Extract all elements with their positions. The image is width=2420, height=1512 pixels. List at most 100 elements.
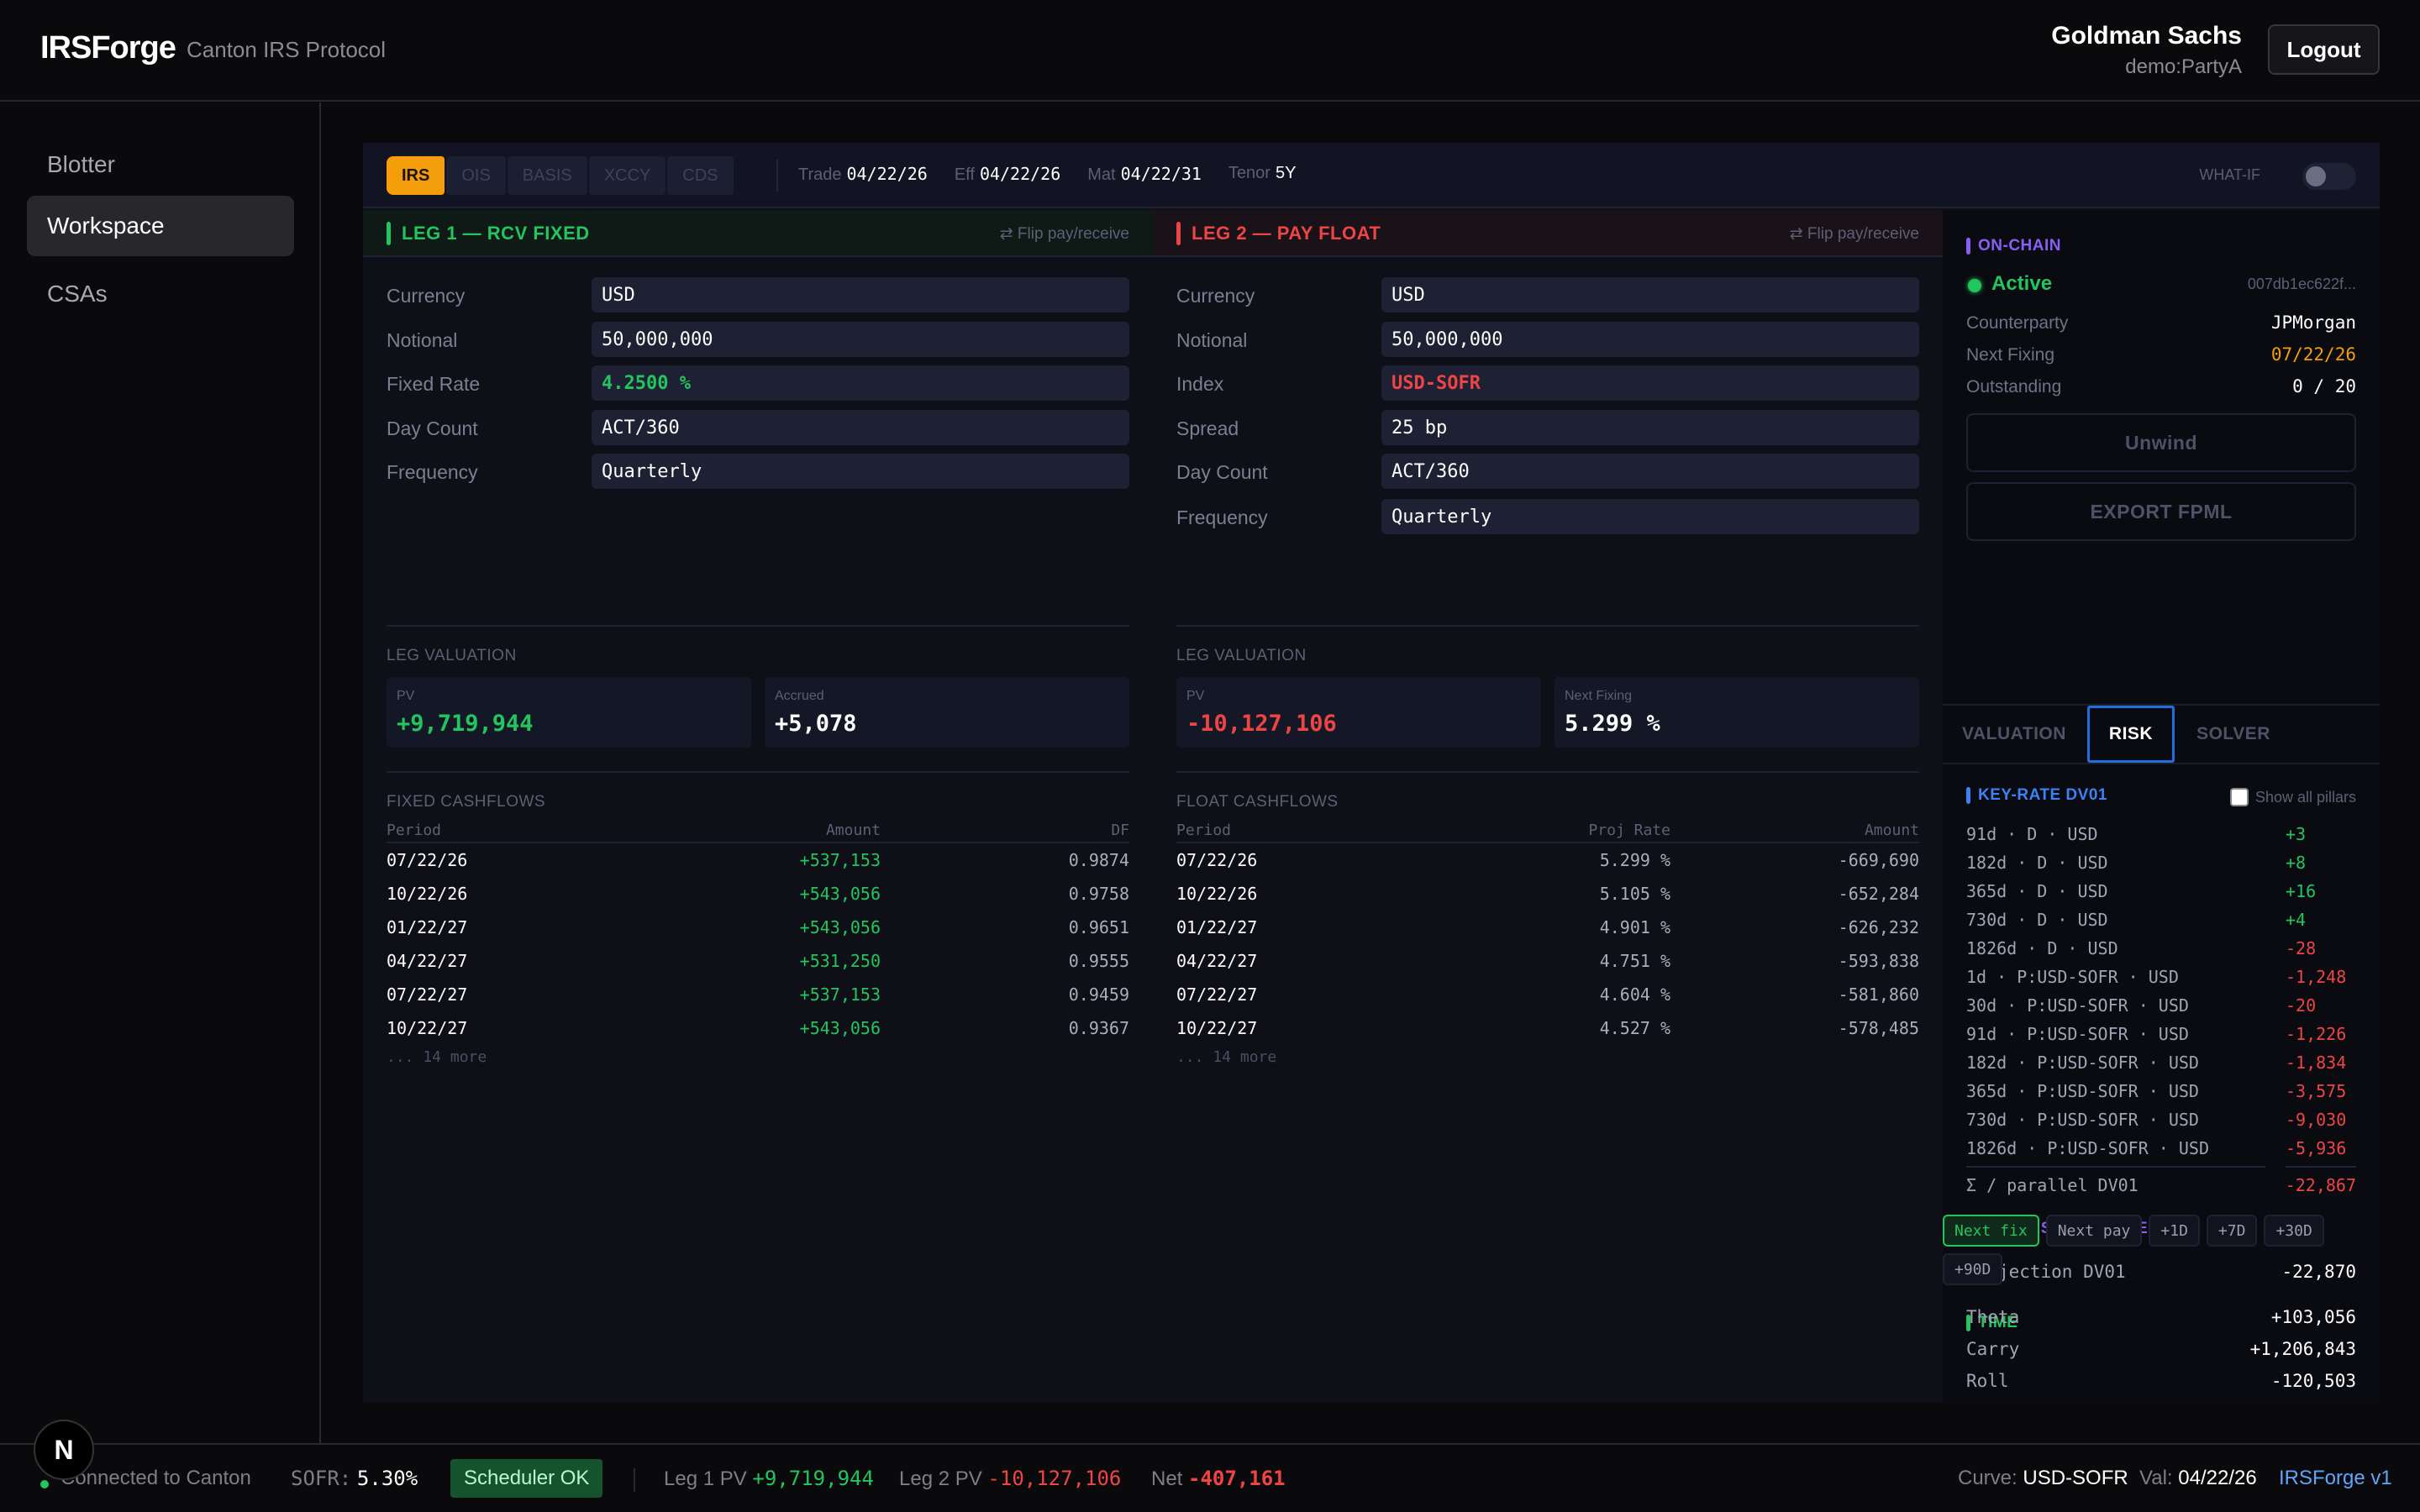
key-rate-row: 365d · P:USD-SOFR · USD -3,575 [1966,1077,2356,1105]
table-row: 10/22/26 5.105 % -652,284 [1176,877,1919,911]
nextjs-dev-badge-icon[interactable]: N [34,1420,94,1480]
notional-input[interactable]: 50,000,000 [1381,322,1919,357]
section-title-text: KEY-RATE DV01 [1978,786,2107,804]
df: 0.9758 [1068,884,1129,904]
effective-date[interactable]: Eff 04/22/26 [954,164,1061,184]
tab-ois[interactable]: OIS [446,156,506,195]
accrued-value: +5,078 [775,711,857,737]
flip-pay-receive-button[interactable]: ⇄ Flip pay/receive [999,225,1129,243]
df: 0.9651 [1068,917,1129,937]
tenor[interactable]: Tenor 5Y [1228,164,1297,182]
show-all-pillars-toggle[interactable]: Show all pillars [2229,788,2356,806]
table-row: 04/22/27 +531,250 0.9555 [387,944,1129,978]
dv01: +3 [2286,824,2307,844]
df: 0.9367 [1068,1018,1129,1038]
column-period: Period [387,822,442,839]
time-90d-button[interactable]: +90D [1943,1253,2003,1285]
sens-label: Carry [1966,1339,2020,1359]
dv01: +8 [2286,853,2307,873]
amount: +531,250 [799,951,881,971]
field-currency: Currency USD [387,277,1129,312]
checkbox[interactable] [2229,788,2249,806]
day-count-input[interactable]: ACT/360 [592,410,1129,445]
field-label: Frequency [1176,507,1268,528]
trade-workspace-panel: IRS OIS BASIS XCCY CDS Trade 04/22/26 Eff… [363,143,2380,1403]
checkbox-label: Show all pillars [2254,788,2356,806]
val-date: 04/22/26 [2178,1467,2257,1489]
tab-cds[interactable]: CDS [667,156,734,195]
field-currency: Currency USD [1176,277,1919,312]
version-link[interactable]: IRSForge v1 [2279,1467,2392,1489]
notional-input[interactable]: 50,000,000 [592,322,1129,357]
field-label: Spread [1176,417,1239,439]
maturity-date[interactable]: Mat 04/22/31 [1087,164,1202,184]
df: 0.9874 [1068,850,1129,870]
proj-rate: 4.604 % [1599,984,1670,1005]
tab-basis[interactable]: BASIS [507,156,587,195]
dv01: -28 [2286,938,2317,958]
currency-input[interactable]: USD [592,277,1129,312]
section-bar [1966,238,1970,255]
amount: +543,056 [799,1018,881,1038]
period: 01/22/27 [387,917,468,937]
trade-date[interactable]: Trade 04/22/26 [798,164,928,184]
sidebar-item-workspace[interactable]: Workspace [27,196,294,256]
df: 0.9555 [1068,951,1129,971]
fixed-rate-input[interactable]: 4.2500 % [592,365,1129,401]
field-label: Notional [387,329,458,351]
key-rate-total-row: Σ / parallel DV01 -22,867 [1966,1171,2356,1200]
tab-solver[interactable]: SOLVER [2196,724,2270,743]
tab-irs[interactable]: IRS [387,156,445,195]
sidebar-item-csas[interactable]: CSAs [47,281,108,307]
frequency-input[interactable]: Quarterly [592,454,1129,489]
more-rows-link[interactable]: ... 14 more [1176,1048,1277,1066]
tab-risk[interactable]: RISK [2087,706,2175,763]
table-row: 04/22/27 4.751 % -593,838 [1176,944,1919,978]
time-1d-button[interactable]: +1D [2149,1215,2200,1247]
float-cashflows-table: Period Proj Rate Amount 07/22/26 5.299 % -… [1176,820,1919,1066]
contract-id[interactable]: 007db1ec622f... [2247,276,2356,292]
tab-xccy[interactable]: XCCY [588,156,666,195]
tab-valuation[interactable]: VALUATION [1962,724,2066,743]
divider [387,625,1129,627]
key-rate-title: KEY-RATE DV01 [1966,786,2107,805]
day-count-input[interactable]: ACT/360 [1381,454,1919,489]
whatif-toggle[interactable] [2302,163,2356,190]
amount: -581,860 [1838,984,1919,1005]
proj-rate: 4.901 % [1599,917,1670,937]
logout-button[interactable]: Logout [2268,24,2380,75]
time-30d-button[interactable]: +30D [2264,1215,2324,1247]
leg1-pv-label: Leg 1 PV [664,1467,747,1490]
flip-pay-receive-button[interactable]: ⇄ Flip pay/receive [1789,225,1919,243]
pillar: 1826d · D · USD [1966,938,2118,958]
time-next-fix-button[interactable]: Next fix [1943,1215,2039,1247]
column-amount: Amount [825,822,881,839]
amount: +537,153 [799,984,881,1005]
field-spread: Spread 25 bp [1176,410,1919,445]
currency-input[interactable]: USD [1381,277,1919,312]
time-next-pay-button[interactable]: Next pay [2045,1215,2143,1247]
next-fixing-label: Next Fixing [1565,689,1633,703]
valuation-date-info: Val: 04/22/26 [2139,1467,2257,1490]
pv-value: -10,127,106 [1186,711,1337,737]
sens-label: Theta [1966,1307,2020,1327]
sidebar-item-blotter[interactable]: Blotter [47,151,115,177]
divider [1176,625,1919,627]
unwind-button[interactable]: Unwind [1966,413,2356,472]
frequency-input[interactable]: Quarterly [1381,499,1919,534]
pillar: 365d · D · USD [1966,881,2108,901]
more-rows-link[interactable]: ... 14 more [387,1048,487,1066]
period: 07/22/27 [387,984,468,1005]
leg1-pv-summary: Leg 1 PV +9,719,944 [664,1467,874,1491]
spread-input[interactable]: 25 bp [1381,410,1919,445]
amount: -652,284 [1838,884,1919,904]
net-value: -407,161 [1188,1467,1286,1490]
pillar: 1826d · P:USD-SOFR · USD [1966,1138,2209,1158]
export-fpml-button[interactable]: EXPORT FPML [1966,482,2356,541]
pv-label: PV [397,689,415,703]
index-input[interactable]: USD-SOFR [1381,365,1919,401]
app-logo[interactable]: IRSForge [40,30,176,66]
time-7d-button[interactable]: +7D [2206,1215,2258,1247]
key-rate-row: 91d · P:USD-SOFR · USD -1,226 [1966,1020,2356,1048]
column-proj-rate: Proj Rate [1588,822,1670,839]
